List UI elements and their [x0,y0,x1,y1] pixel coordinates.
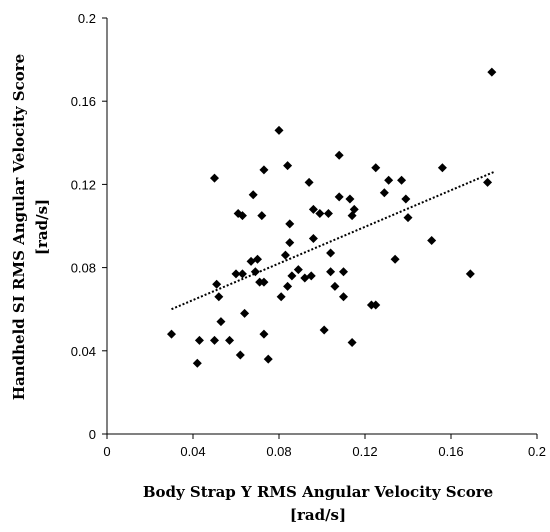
data-point [285,238,295,248]
x-tick-label: 0 [103,444,110,459]
data-point [283,281,293,291]
data-point [250,267,260,277]
data-point [308,233,318,243]
data-point [235,350,245,360]
x-tick-label: 0.12 [352,444,377,459]
data-point [487,67,497,77]
y-axis-title-line2: [rad/s] [33,199,51,255]
data-point [212,279,222,289]
data-point [319,325,329,335]
data-point [345,194,355,204]
y-tick-label: 0.16 [71,94,96,109]
data-point [194,335,204,345]
data-point [334,192,344,202]
x-tick-label: 0.04 [180,444,205,459]
data-point [237,269,247,279]
data-point [259,277,269,287]
data-point [347,337,357,347]
y-tick-label: 0.08 [71,261,96,276]
data-point [384,175,394,185]
data-point [280,250,290,260]
data-point [330,281,340,291]
data-point [339,292,348,302]
data-point [390,254,400,264]
trendline [171,170,495,311]
data-point [483,177,493,187]
y-tick-label: 0.12 [71,177,96,192]
y-axis-title-line1: Handheld SI RMS Angular Velocity Score [10,54,28,400]
data-point [192,358,202,368]
x-tick-label: 0.2 [528,444,546,459]
data-point [263,354,273,364]
data-point [293,265,303,275]
data-point [287,271,297,281]
data-point [427,236,437,246]
data-point [214,292,224,302]
data-point [253,254,262,264]
x-tick-label: 0.08 [266,444,291,459]
data-point [437,163,447,173]
data-point [210,173,219,183]
data-point [259,329,269,339]
data-point [306,271,316,281]
data-point [231,269,241,279]
x-axis-title-line1: Body Strap Y RMS Angular Velocity Score [143,483,493,501]
data-point [403,213,413,223]
data-point [379,188,389,198]
data-point [257,211,267,221]
data-point [349,204,359,214]
data-point [323,209,333,219]
data-point [326,267,336,277]
y-tick-label: 0.04 [71,344,96,359]
data-point [326,248,336,258]
data-point [167,329,176,339]
data-point [274,125,284,135]
data-point [276,292,286,302]
data-point [225,335,235,345]
data-point [397,175,407,185]
y-tick-label: 0 [89,427,96,442]
data-point [304,177,314,187]
axis-ticks: 0 0.04 0.08 0.12 0.16 0.2 0 0.04 0.08 0.12 0.16 0.2 [71,11,546,459]
plot-area [167,67,497,368]
data-point [248,190,258,200]
data-point [285,219,295,229]
x-axis-title-line2: [rad/s] [290,506,346,524]
data-point [259,165,269,175]
data-point [237,211,247,221]
data-point [216,317,226,327]
data-point [240,308,250,318]
data-point [308,204,318,214]
data-point [283,161,293,171]
data-point [334,150,344,160]
data-point [371,163,381,173]
data-point [465,269,475,279]
x-tick-label: 0.16 [438,444,463,459]
data-point [371,300,381,310]
data-point [401,194,411,204]
data-point [210,335,219,345]
y-tick-label: 0.2 [78,11,96,26]
data-point [315,209,325,219]
data-point [339,267,348,277]
